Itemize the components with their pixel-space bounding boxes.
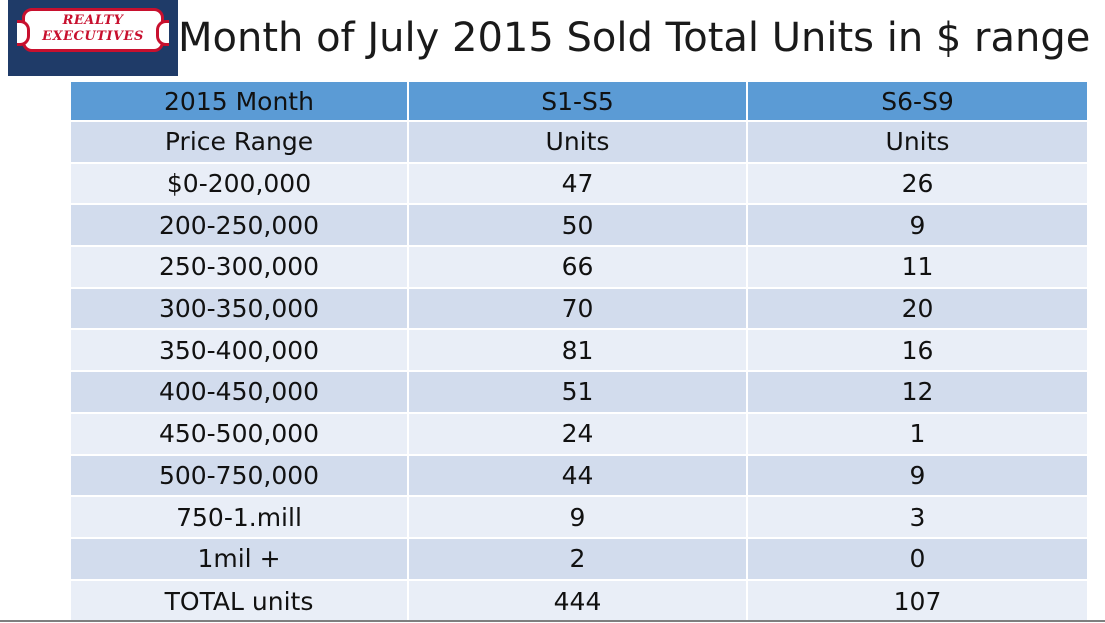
s6-s9-cell: 3 <box>748 497 1087 539</box>
bottom-divider <box>0 620 1105 622</box>
table-total-row: TOTAL units 444 107 <box>71 580 1087 623</box>
table-row: 1mil + 2 0 <box>71 538 1087 581</box>
s1-s5-cell: 66 <box>409 247 748 289</box>
s1-s5-cell: 9 <box>409 497 748 539</box>
header-cell-month: 2015 Month <box>71 82 409 122</box>
header-cell-s1-s5: S1-S5 <box>409 82 748 122</box>
table-header-row: 2015 Month S1-S5 S6-S9 <box>71 82 1087 122</box>
s6-s9-cell: 9 <box>748 455 1087 498</box>
table-row: 200-250,000 50 9 <box>71 205 1087 248</box>
logo-badge: REALTY EXECUTIVES <box>17 8 169 52</box>
price-range-cell: 350-400,000 <box>71 330 409 373</box>
s6-s9-cell: 26 <box>748 163 1087 206</box>
s1-s5-cell: 70 <box>409 288 748 331</box>
table-row: 300-350,000 70 20 <box>71 288 1087 331</box>
price-range-cell: 250-300,000 <box>71 247 409 289</box>
price-range-cell: 450-500,000 <box>71 413 409 456</box>
table-row: Price Range Units Units <box>71 122 1087 164</box>
logo-text-executives: EXECUTIVES <box>42 29 144 44</box>
price-range-cell: 200-250,000 <box>71 205 409 248</box>
table-row: 400-450,000 51 12 <box>71 372 1087 414</box>
s1-s5-cell: 47 <box>409 163 748 206</box>
price-range-cell: 1mil + <box>71 538 409 581</box>
s6-s9-cell: Units <box>748 122 1087 164</box>
total-label-cell: TOTAL units <box>71 580 409 623</box>
s1-s5-cell: 24 <box>409 413 748 456</box>
table-row: 250-300,000 66 11 <box>71 247 1087 289</box>
s1-s5-cell: 44 <box>409 455 748 498</box>
s1-s5-cell: 2 <box>409 538 748 581</box>
header-cell-s6-s9: S6-S9 <box>748 82 1087 122</box>
s6-s9-cell: 20 <box>748 288 1087 331</box>
realty-executives-logo: REALTY EXECUTIVES <box>8 0 178 76</box>
units-table: 2015 Month S1-S5 S6-S9 Price Range Units… <box>71 82 1087 623</box>
logo-text-realty: REALTY <box>62 13 124 28</box>
s6-s9-cell: 0 <box>748 538 1087 581</box>
table-row: 450-500,000 24 1 <box>71 413 1087 456</box>
s1-s5-cell: 81 <box>409 330 748 373</box>
s1-s5-cell: 50 <box>409 205 748 248</box>
table-row: 750-1.mill 9 3 <box>71 497 1087 539</box>
price-range-cell: Price Range <box>71 122 409 164</box>
s1-s5-cell: 51 <box>409 372 748 414</box>
s1-s5-cell: Units <box>409 122 748 164</box>
s6-s9-cell: 1 <box>748 413 1087 456</box>
price-range-cell: $0-200,000 <box>71 163 409 206</box>
total-s6-s9-cell: 107 <box>748 580 1087 623</box>
table-row: $0-200,000 47 26 <box>71 163 1087 206</box>
price-range-cell: 400-450,000 <box>71 372 409 414</box>
table-row: 350-400,000 81 16 <box>71 330 1087 373</box>
s6-s9-cell: 16 <box>748 330 1087 373</box>
s6-s9-cell: 9 <box>748 205 1087 248</box>
price-range-cell: 300-350,000 <box>71 288 409 331</box>
slide-title: Month of July 2015 Sold Total Units in $… <box>178 15 1091 61</box>
table-row: 500-750,000 44 9 <box>71 455 1087 498</box>
total-s1-s5-cell: 444 <box>409 580 748 623</box>
price-range-cell: 500-750,000 <box>71 455 409 498</box>
s6-s9-cell: 12 <box>748 372 1087 414</box>
price-range-cell: 750-1.mill <box>71 497 409 539</box>
s6-s9-cell: 11 <box>748 247 1087 289</box>
